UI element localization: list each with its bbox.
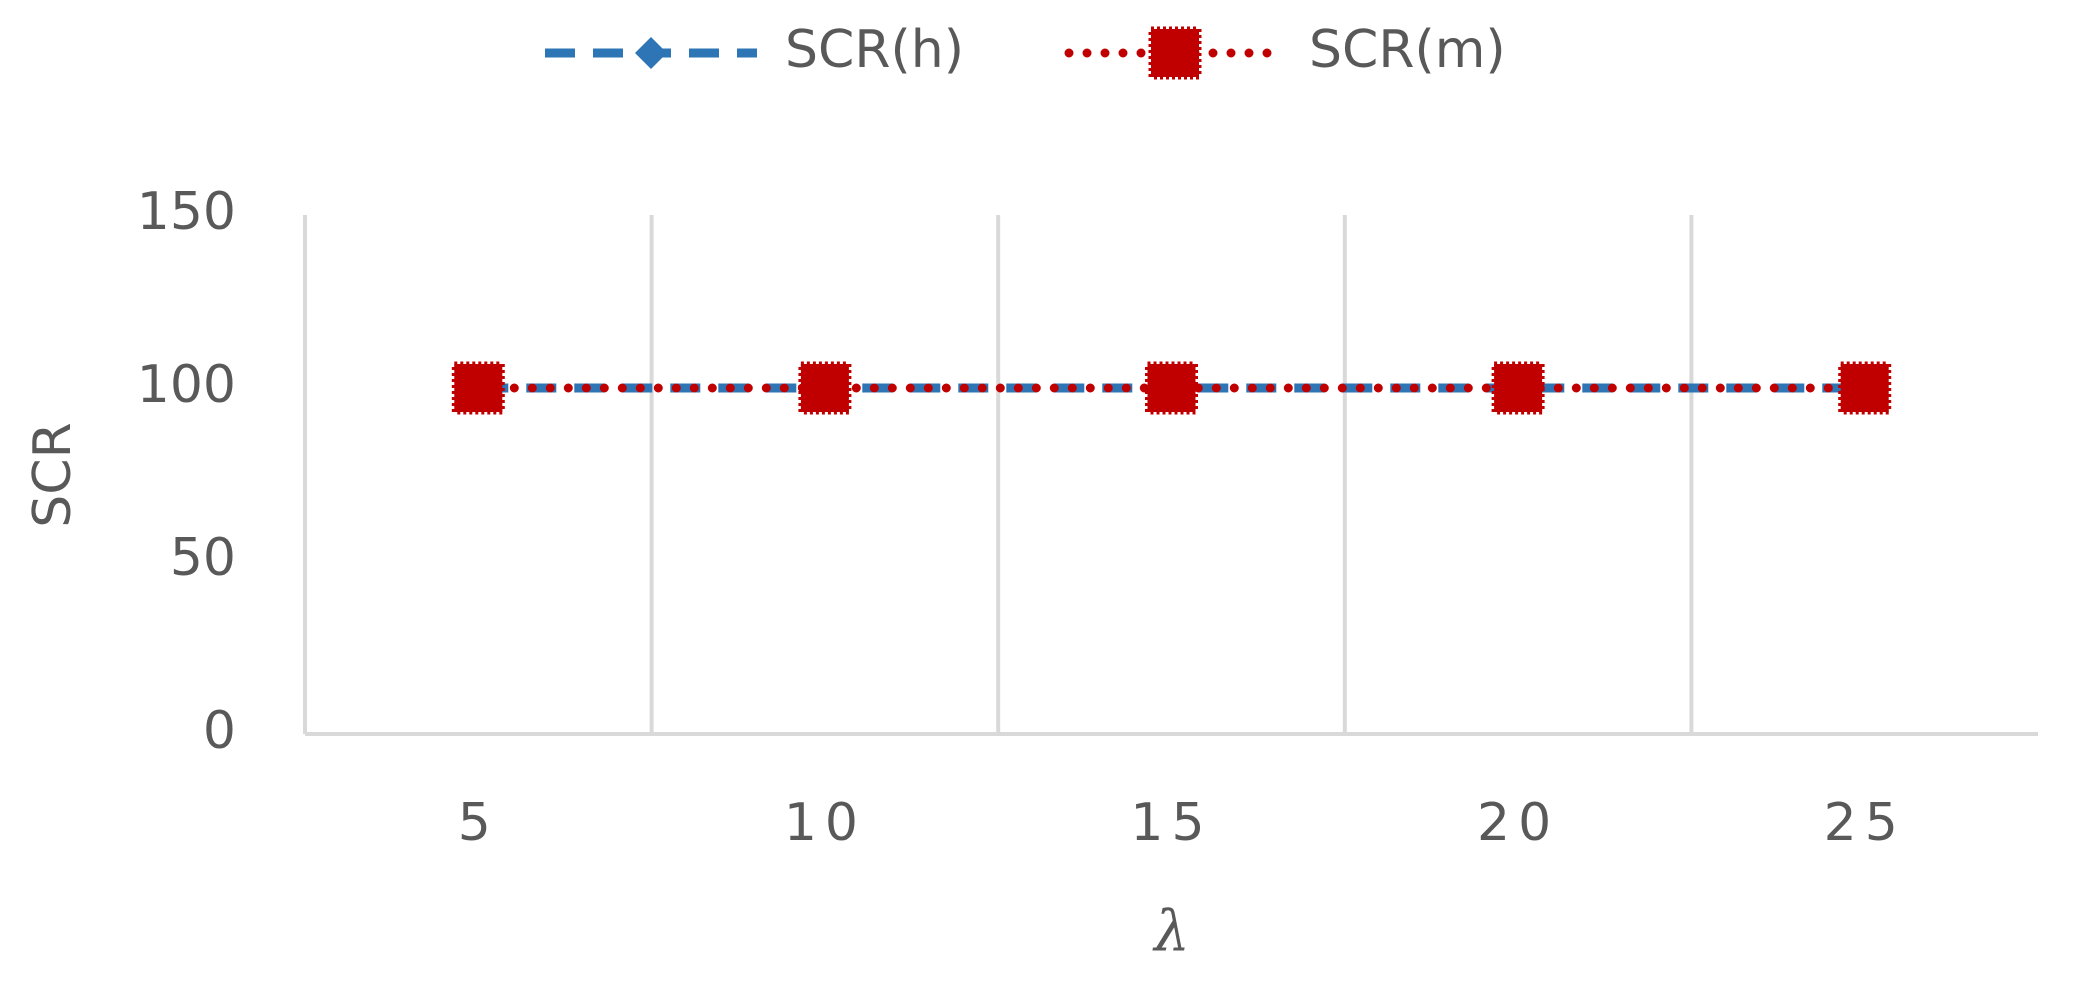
legend-label: SCR(h) — [785, 20, 964, 80]
marker — [1491, 361, 1545, 415]
x-tick-label: 20 — [1477, 793, 1559, 853]
marker — [1145, 361, 1198, 415]
x-tick-label: 10 — [784, 793, 866, 853]
x-axis-title: λ — [1152, 900, 1190, 965]
x-tick-label: 25 — [1824, 793, 1906, 853]
legend-label: SCR(m) — [1309, 20, 1506, 80]
marker — [1148, 26, 1202, 80]
marker — [451, 361, 505, 415]
y-tick-label: 100 — [137, 355, 236, 415]
marker — [798, 361, 852, 415]
marker — [635, 37, 667, 69]
x-tick-label: 5 — [458, 793, 499, 853]
x-tick-label: 15 — [1130, 793, 1212, 853]
y-tick-label: 150 — [137, 182, 236, 242]
y-axis-title: SCR — [23, 422, 83, 527]
y-tick-label: 0 — [203, 701, 236, 761]
y-tick-label: 50 — [170, 528, 236, 588]
marker — [1838, 361, 1892, 415]
